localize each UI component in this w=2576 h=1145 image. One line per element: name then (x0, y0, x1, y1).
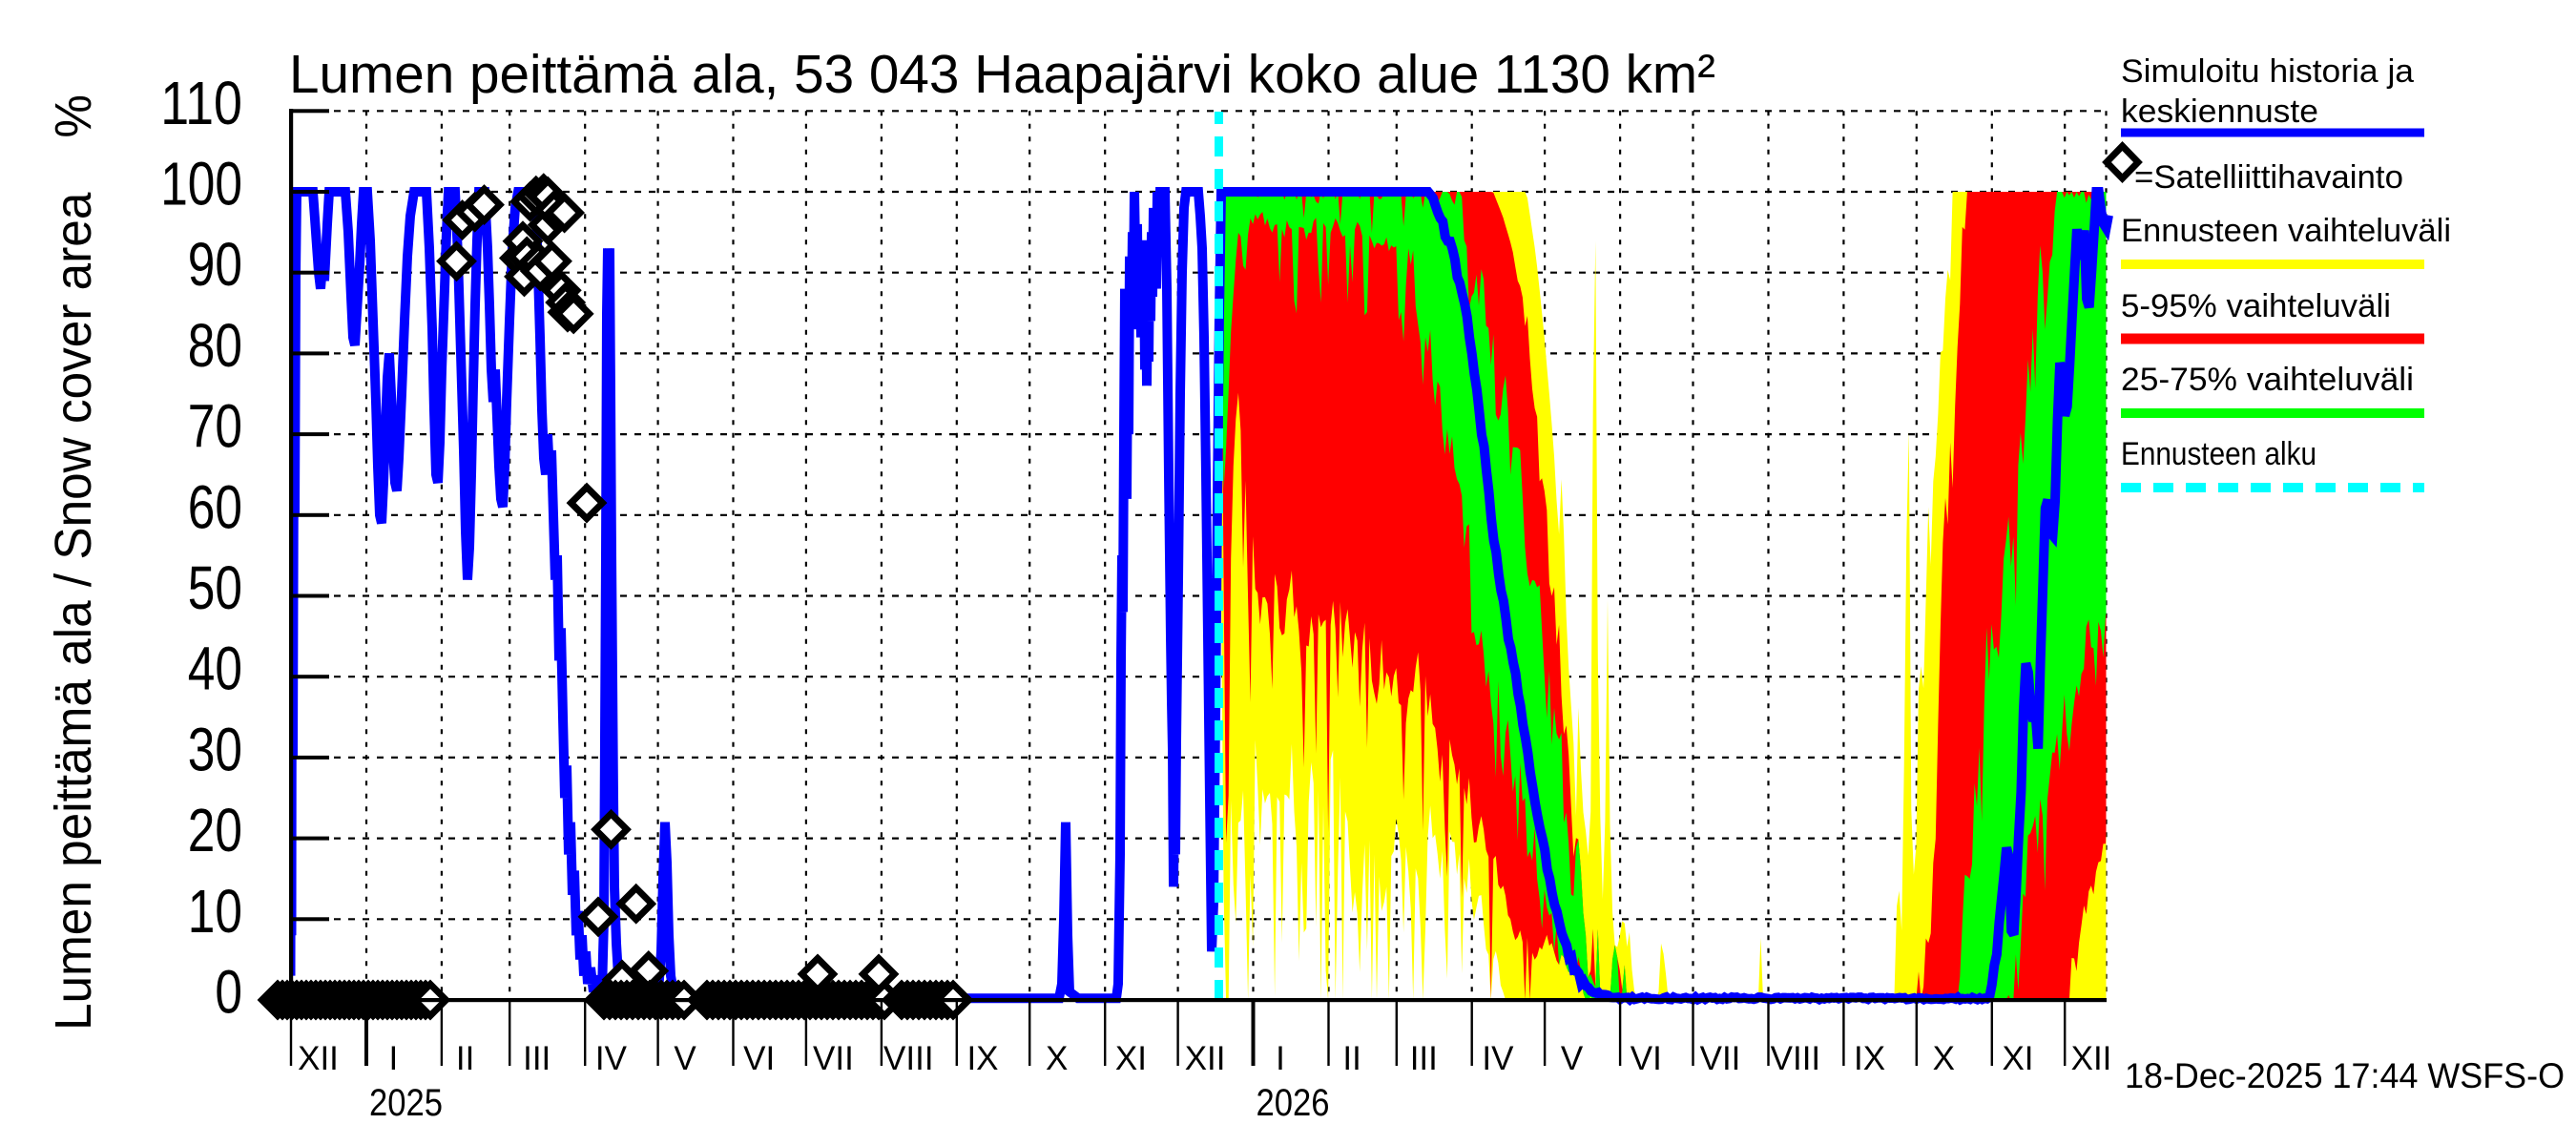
svg-text:30: 30 (188, 715, 242, 783)
svg-text:40: 40 (188, 635, 242, 703)
svg-text:=Satelliittihavainto: =Satelliittihavainto (2134, 159, 2403, 196)
svg-text:XI: XI (2002, 1040, 2033, 1077)
svg-text:50: 50 (188, 553, 242, 622)
svg-text:80: 80 (188, 311, 242, 380)
svg-text:III: III (1410, 1040, 1438, 1077)
svg-text:2025: 2025 (369, 1082, 443, 1124)
svg-text:100: 100 (160, 150, 242, 219)
svg-text:Lumen peittämä ala, 53 043 Haa: Lumen peittämä ala, 53 043 Haapajärvi ko… (289, 44, 1715, 105)
svg-text:2026: 2026 (1257, 1082, 1330, 1124)
svg-text:Lumen peittämä ala / Snow cove: Lumen peittämä ala / Snow cover area % (45, 94, 102, 1030)
svg-text:X: X (1933, 1040, 1955, 1077)
svg-text:I: I (389, 1040, 399, 1077)
svg-text:110: 110 (160, 69, 242, 137)
svg-text:VIII: VIII (883, 1040, 934, 1077)
svg-text:II: II (456, 1040, 474, 1077)
svg-text:5-95% vaihteluväli: 5-95% vaihteluväli (2121, 288, 2391, 324)
svg-text:70: 70 (188, 392, 242, 461)
svg-text:XII: XII (298, 1040, 339, 1077)
svg-text:60: 60 (188, 472, 242, 541)
svg-text:VII: VII (813, 1040, 854, 1077)
svg-text:IX: IX (1854, 1040, 1885, 1077)
svg-text:25-75% vaihteluväli: 25-75% vaihteluväli (2121, 362, 2414, 398)
svg-text:III: III (523, 1040, 551, 1077)
svg-text:Ennusteen alku: Ennusteen alku (2121, 436, 2316, 472)
svg-text:VII: VII (1700, 1040, 1741, 1077)
svg-text:10: 10 (188, 877, 242, 946)
svg-text:90: 90 (188, 230, 242, 299)
svg-text:20: 20 (188, 796, 242, 864)
svg-text:I: I (1276, 1040, 1285, 1077)
svg-text:VIII: VIII (1771, 1040, 1821, 1077)
svg-text:IX: IX (966, 1040, 998, 1077)
svg-text:II: II (1342, 1040, 1361, 1077)
svg-text:IV: IV (1482, 1040, 1514, 1077)
svg-text:keskiennuste: keskiennuste (2121, 94, 2318, 130)
svg-text:Simuloitu historia ja: Simuloitu historia ja (2121, 53, 2414, 90)
svg-text:Ennusteen vaihteluväli: Ennusteen vaihteluväli (2121, 213, 2451, 249)
svg-text:XII: XII (2071, 1040, 2112, 1077)
svg-text:VI: VI (743, 1040, 775, 1077)
svg-text:XII: XII (1185, 1040, 1226, 1077)
svg-text:X: X (1046, 1040, 1068, 1077)
svg-text:V: V (674, 1040, 696, 1077)
svg-text:XI: XI (1115, 1040, 1147, 1077)
svg-text:VI: VI (1631, 1040, 1662, 1077)
svg-text:IV: IV (595, 1040, 628, 1077)
svg-text:V: V (1561, 1040, 1584, 1077)
svg-text:0: 0 (215, 958, 242, 1027)
svg-text:18-Dec-2025 17:44 WSFS-O: 18-Dec-2025 17:44 WSFS-O (2125, 1056, 2565, 1095)
